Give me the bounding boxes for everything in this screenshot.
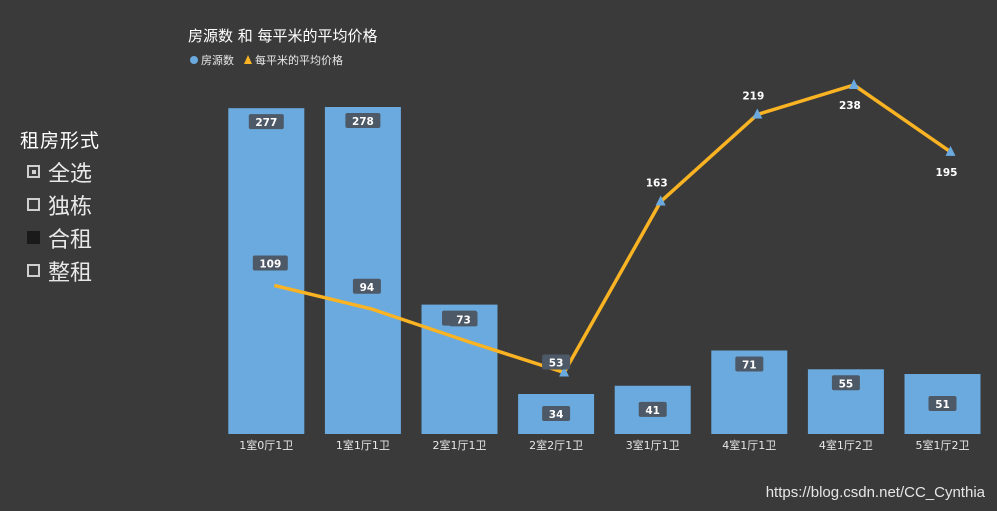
filter-item[interactable]: 独栋 [27,188,100,221]
line-value-label: 195 [936,167,958,179]
bar-value-label: 277 [248,114,284,130]
filter-item-label: 合租 [48,227,93,253]
checkbox[interactable] [27,264,40,277]
line-path [273,83,952,375]
x-tick-label: 5室1厅2卫 [916,438,970,452]
line-marker [752,108,763,119]
line-value-label-box [542,354,571,370]
line-value-label: 163 [646,178,668,190]
bar-value-label-box [248,114,284,130]
bar-value-label: 55 [831,375,860,391]
filter-list: 全选 独栋 合租 整租 [20,155,100,287]
filter-item-label: 整租 [48,260,93,286]
x-axis-labels: 1室0厅1卫 1室1厅1卫 2室1厅1卫 2室2厅1卫 3室1厅1卫 4室1厅1卫 4室1厅… [239,438,969,452]
legend-bar-label: 房源数 [201,53,234,67]
x-tick-label: 2室2厅1卫 [529,438,583,452]
line-marker [945,145,956,156]
bar-value-label-text: 34 [549,409,564,421]
x-tick-label: 1室1厅1卫 [336,438,390,452]
bar-value-label-box [638,401,667,417]
checkbox[interactable] [27,165,40,178]
line-marker [559,366,570,377]
bar-value-label-box [928,396,957,412]
line-marker [655,195,666,206]
bar-value-label: 278 [345,113,381,128]
filter-item[interactable]: 合租 [27,221,100,254]
filter-item[interactable]: 全选 [27,155,100,188]
filter-item-label: 全选 [48,161,93,187]
line-value-label-text: 73 [456,314,471,326]
legend-line-swatch [244,55,252,64]
filter-item[interactable]: 整租 [27,254,100,287]
checkbox[interactable] [27,231,40,244]
bar-value-label: 34 [542,406,571,422]
bar-value-label: 51 [928,396,957,412]
x-tick-label: 1室0厅1卫 [239,438,293,452]
bar [324,107,401,434]
bar-value-label-text: 51 [935,399,950,411]
line-value-label: 53 [542,354,571,370]
legend-bar-swatch [190,56,198,64]
bar-value-label-text: 41 [645,405,660,417]
line-value-label: 94 [352,278,381,294]
bar-value-label-box [542,406,571,422]
bar-value-label-box [345,113,381,128]
watermark: https://blog.csdn.net/CC_Cynthia [765,484,985,501]
bars [228,107,981,434]
line-marker [848,79,859,89]
line-value-label: 109 [252,255,288,271]
bar [228,108,305,434]
line-value-label-text: 53 [549,357,564,369]
line-value-label: 238 [839,100,861,112]
line-value-label-box [449,311,478,327]
bar-value-label-box [831,375,860,391]
bar-value-label-box [735,356,764,372]
chart-legend: 房源数 每平米的平均价格 [190,53,343,67]
filter-item-label: 独栋 [48,194,93,220]
bar-value-label: 41 [638,401,667,417]
filter-title: 租房形式 [20,130,101,152]
line-value-label: 219 [742,91,764,103]
x-tick-label: 2室1厅1卫 [433,438,487,452]
line-value-label-text: 94 [360,282,375,294]
line-value-label-text: 109 [259,258,281,270]
chart-title: 房源数 和 每平米的平均价格 [188,27,378,45]
filter-panel: 租房形式 全选独栋合租整租 [20,126,100,287]
x-tick-label: 3室1厅1卫 [626,438,680,452]
legend-line-label: 每平米的平均价格 [255,53,343,67]
bar-value-label-text: 277 [255,117,277,129]
bar-value-label-text: 71 [742,359,757,371]
checkbox[interactable] [27,198,40,211]
line-value-label: 73 [449,311,478,327]
line-value-label-box [252,255,288,271]
line-series [273,79,956,377]
x-tick-label: 4室1厅1卫 [722,438,776,452]
bar-value-label-text: 278 [352,116,374,128]
data-labels: 2772781103441715551109947353163219238195 [248,91,958,422]
bar-value-label-text: 55 [839,378,854,390]
line-value-label-box [352,278,381,294]
bar-value-label: 71 [735,356,764,372]
x-tick-label: 4室1厅2卫 [819,438,873,452]
